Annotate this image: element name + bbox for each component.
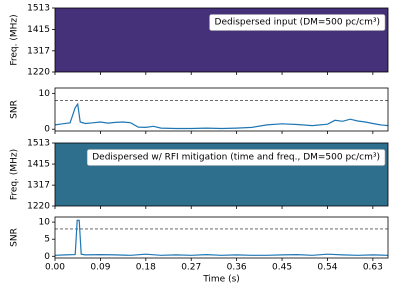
y-tick-label: 1317 xyxy=(27,46,50,56)
y-tick-label: 1513 xyxy=(27,4,50,14)
x-tick-label: 0.18 xyxy=(136,263,156,273)
x-tick-label: 0.27 xyxy=(181,263,201,273)
y-tick-label: 10 xyxy=(39,218,51,228)
y-tick-label: 0 xyxy=(44,252,50,262)
y-tick-label: 1415 xyxy=(27,160,50,170)
axes-frame xyxy=(54,7,389,73)
x-tick-label: 0.45 xyxy=(272,263,292,273)
axes-frame xyxy=(54,142,389,207)
annotation: Dedispersed input (DM=500 pc/cm³) xyxy=(215,18,380,28)
y-axis-label: SNR xyxy=(10,100,20,119)
x-tick-label: 0.36 xyxy=(227,263,247,273)
y-axis-label: Freq. (MHz) xyxy=(10,149,20,200)
y-tick-label: 1220 xyxy=(27,202,50,212)
y-tick-label: 5 xyxy=(44,235,50,245)
y-tick-label: 1220 xyxy=(27,68,50,78)
x-tick-label: 0.63 xyxy=(363,263,383,273)
y-tick-label: 1415 xyxy=(27,25,50,35)
x-tick-label: 0.09 xyxy=(90,263,110,273)
y-tick-label: 1513 xyxy=(27,139,50,149)
axes-frame xyxy=(54,87,389,132)
y-tick-label: 0 xyxy=(44,125,50,135)
annotation-box xyxy=(209,14,386,31)
x-tick-label: 0.54 xyxy=(317,263,337,273)
snr-line xyxy=(54,102,389,130)
axes-frame xyxy=(54,216,389,259)
annotation: Dedispersed w/ RFI mitigation (time and … xyxy=(92,153,380,163)
y-axis-label: Freq. (MHz) xyxy=(10,14,20,65)
snr-line xyxy=(54,219,389,256)
x-tick-label: 0.00 xyxy=(45,263,65,273)
x-axis-label: Time (s) xyxy=(202,275,240,285)
y-tick-label: 1317 xyxy=(27,181,50,191)
annotation-box xyxy=(86,149,386,166)
y-tick-label: 10 xyxy=(39,89,51,99)
y-axis-label: SNR xyxy=(10,228,20,247)
